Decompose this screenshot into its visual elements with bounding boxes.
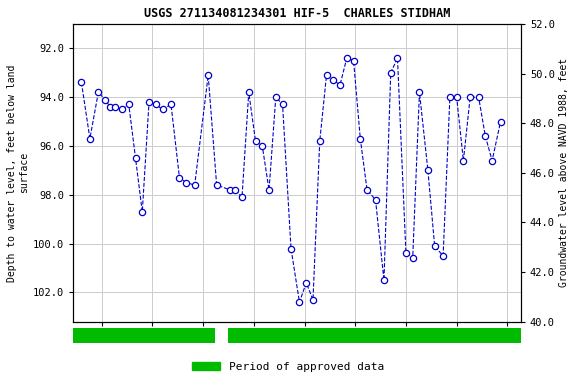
Title: USGS 271134081234301 HIF-5  CHARLES STIDHAM: USGS 271134081234301 HIF-5 CHARLES STIDH…	[144, 7, 450, 20]
Legend: Period of approved data: Period of approved data	[188, 358, 388, 377]
Y-axis label: Groundwater level above NAVD 1988, feet: Groundwater level above NAVD 1988, feet	[559, 58, 569, 287]
Bar	[73, 328, 215, 343]
Bar	[229, 328, 521, 343]
Y-axis label: Depth to water level, feet below land
surface: Depth to water level, feet below land su…	[7, 64, 29, 281]
